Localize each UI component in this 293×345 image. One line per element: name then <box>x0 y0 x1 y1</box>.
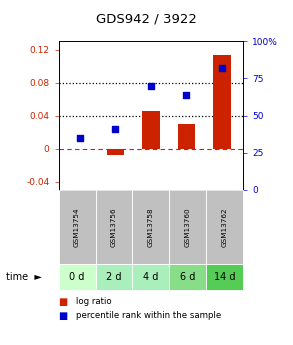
Point <box>113 126 118 132</box>
Text: 0 d: 0 d <box>69 272 85 282</box>
Point <box>184 92 189 98</box>
Text: ■: ■ <box>59 311 68 321</box>
Text: 6 d: 6 d <box>180 272 195 282</box>
Bar <box>107 149 124 155</box>
Text: 14 d: 14 d <box>214 272 236 282</box>
Text: 2 d: 2 d <box>106 272 122 282</box>
Text: GSM13754: GSM13754 <box>74 207 80 247</box>
Point <box>78 135 82 141</box>
Text: log ratio: log ratio <box>76 297 112 306</box>
Text: GDS942 / 3922: GDS942 / 3922 <box>96 12 197 26</box>
Text: time  ►: time ► <box>6 272 42 282</box>
Text: 4 d: 4 d <box>143 272 159 282</box>
Text: GSM13760: GSM13760 <box>185 207 191 247</box>
Bar <box>178 124 195 149</box>
Text: GSM13756: GSM13756 <box>111 207 117 247</box>
Point <box>149 83 153 89</box>
Text: ■: ■ <box>59 297 68 307</box>
Text: percentile rank within the sample: percentile rank within the sample <box>76 311 222 320</box>
Point <box>219 65 224 71</box>
Bar <box>142 111 160 149</box>
Bar <box>213 55 231 149</box>
Text: GSM13758: GSM13758 <box>148 207 154 247</box>
Text: GSM13762: GSM13762 <box>222 207 228 247</box>
